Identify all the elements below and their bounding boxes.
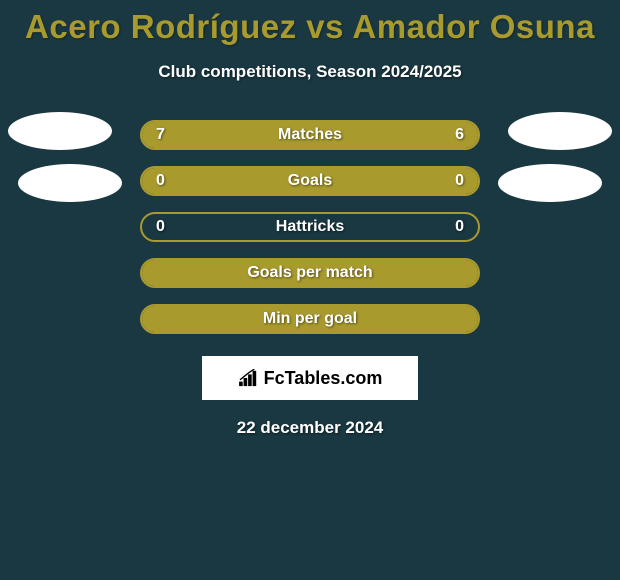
stat-row-goals-per-match: Goals per match: [0, 250, 620, 296]
bar-container: 7 Matches 6: [140, 120, 480, 150]
stat-label: Goals per match: [247, 264, 372, 282]
subtitle: Club competitions, Season 2024/2025: [0, 62, 620, 82]
stat-label: Hattricks: [276, 218, 344, 236]
stat-row-min-per-goal: Min per goal: [0, 296, 620, 342]
stat-value-right: 0: [455, 172, 464, 190]
stat-row-hattricks: 0 Hattricks 0: [0, 204, 620, 250]
stat-value-left: 7: [156, 126, 165, 144]
stat-row-matches: 7 Matches 6: [0, 112, 620, 158]
chart-icon: [238, 369, 260, 387]
bar-container: 0 Goals 0: [140, 166, 480, 196]
stat-label: Min per goal: [263, 310, 357, 328]
bar-container: 0 Hattricks 0: [140, 212, 480, 242]
page-title: Acero Rodríguez vs Amador Osuna: [0, 8, 620, 46]
brand-box: FcTables.com: [202, 356, 418, 400]
stat-value-right: 0: [455, 218, 464, 236]
stat-value-left: 0: [156, 172, 165, 190]
stat-value-right: 6: [455, 126, 464, 144]
brand-label: FcTables.com: [264, 368, 383, 389]
bar-container: Goals per match: [140, 258, 480, 288]
stat-value-left: 0: [156, 218, 165, 236]
date-text: 22 december 2024: [0, 418, 620, 438]
bar-container: Min per goal: [140, 304, 480, 334]
stats-area: 7 Matches 6 0 Goals 0 0: [0, 112, 620, 342]
stat-row-goals: 0 Goals 0: [0, 158, 620, 204]
stat-label: Matches: [278, 126, 342, 144]
brand-text: FcTables.com: [238, 368, 383, 389]
stat-label: Goals: [288, 172, 332, 190]
